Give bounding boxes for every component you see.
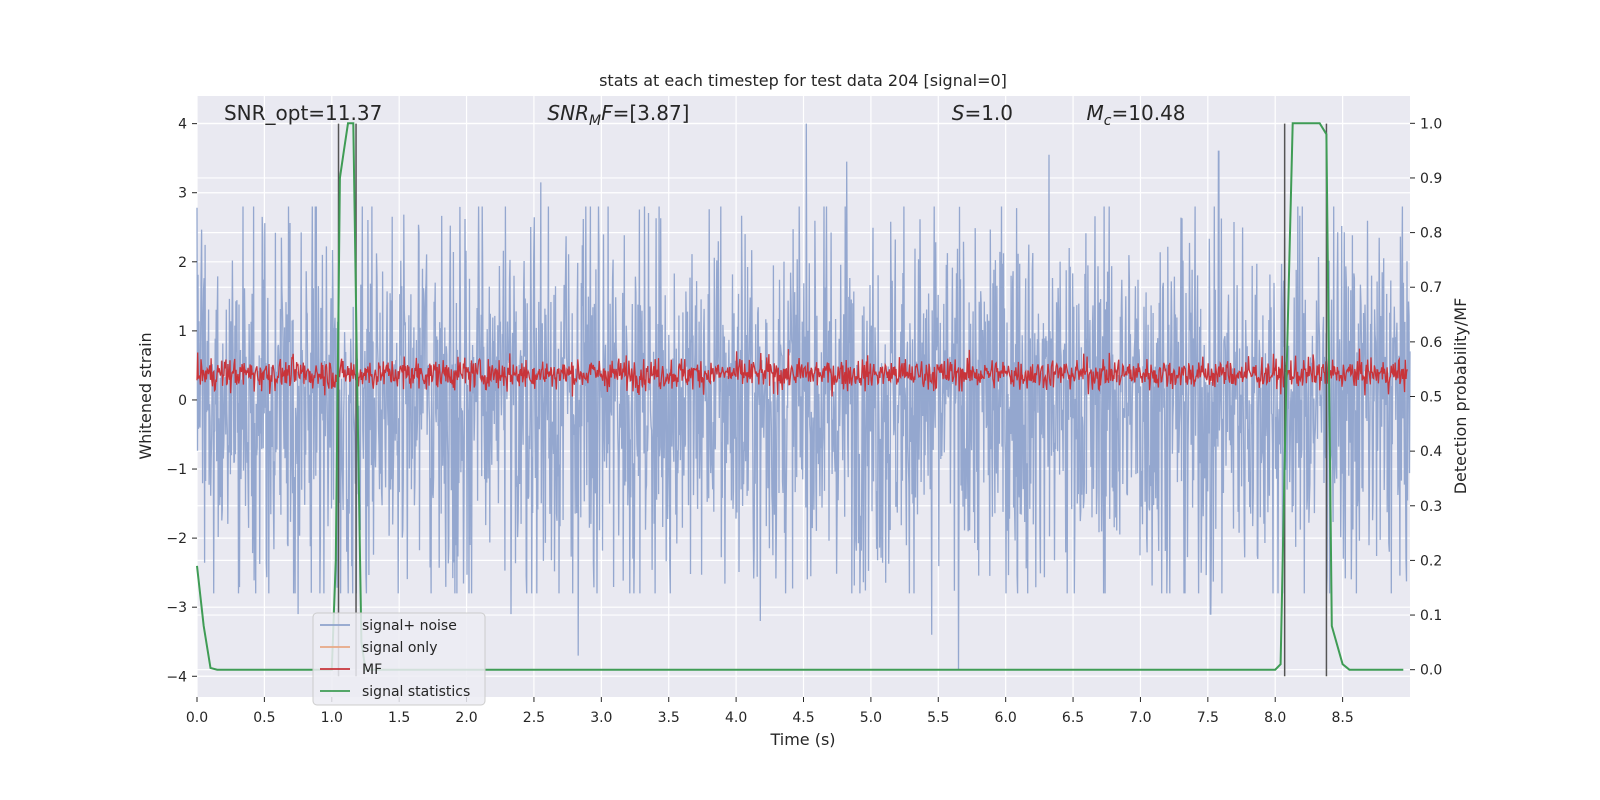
y-tick-label: 2: [178, 255, 187, 271]
x-tick-label: 2.0: [455, 710, 477, 726]
annotation-2: SNRMF=[3.87]: [547, 101, 689, 129]
mf-line: [196, 348, 1408, 397]
y-tick-label: 1: [178, 324, 187, 340]
x-tick-label: 7.5: [1197, 710, 1219, 726]
y-right-tick-label: 0.9: [1420, 171, 1442, 187]
x-tick-label: 6.0: [995, 710, 1017, 726]
annotations: SNR_opt=11.37 SNRMF=[3.87] S=1.0 Mc=10.48: [224, 101, 1186, 129]
x-tick-label: 1.0: [321, 710, 343, 726]
y-right-tick-label: 0.1: [1420, 608, 1442, 624]
legend: signal+ noise signal only MF signal statist…: [312, 612, 486, 706]
x-tick-label: 3.5: [658, 710, 680, 726]
y-tick-label: −4: [166, 669, 187, 685]
legend-entry: MF: [362, 662, 382, 678]
annotation-1: SNR_opt=11.37: [224, 101, 382, 125]
y-tick-label: −1: [166, 462, 187, 478]
annotation-4: Mc=10.48: [1087, 101, 1186, 129]
y-right-tick-label: 0.6: [1420, 335, 1442, 351]
x-tick-label: 7.0: [1129, 710, 1151, 726]
y-right-tick-label: 0.2: [1420, 553, 1442, 569]
y-tick-label: −2: [166, 531, 187, 547]
y-right-axis-label: Detection probability/MF: [1451, 298, 1470, 495]
y-right-tick-label: 1.0: [1420, 116, 1442, 132]
y-tick-label: 0: [178, 393, 187, 409]
y-right-tick-label: 0.4: [1420, 444, 1442, 460]
legend-box: [312, 612, 486, 706]
x-tick-label: 8.5: [1331, 710, 1353, 726]
y-axis-label: Whitened strain: [136, 332, 155, 459]
y-right-tick-label: 0.5: [1420, 390, 1442, 406]
x-tick-label: 6.5: [1062, 710, 1084, 726]
series-signal-noise: [196, 123, 1411, 670]
x-tick-label: 5.5: [927, 710, 949, 726]
y-right-axis-ticks: 1.0 0.9 0.8 0.7 0.6 0.5 0.4 0.3 0.2 0.1 0.0: [1410, 116, 1442, 679]
annotation-3: S=1.0: [952, 101, 1013, 125]
x-tick-label: 5.0: [860, 710, 882, 726]
x-axis-label: Time (s): [769, 730, 835, 749]
x-tick-label: 3.0: [590, 710, 612, 726]
x-tick-label: 2.5: [523, 710, 545, 726]
y-tick-label: 3: [178, 186, 187, 202]
x-axis-ticks: 0.0 0.5 1.0 1.5 2.0 2.5 3.0 3.5 4.0 4.5 5.0 5.5 6.0 6…: [186, 697, 1354, 726]
x-tick-label: 4.0: [725, 710, 747, 726]
x-tick-label: 1.5: [388, 710, 410, 726]
y-axis-ticks: 4 3 2 1 0 −1 −2 −3 −4: [166, 117, 197, 685]
legend-entry: signal only: [362, 640, 437, 656]
legend-entry: signal+ noise: [362, 618, 457, 634]
signal-noise-line: [196, 123, 1411, 670]
x-tick-label: 8.0: [1264, 710, 1286, 726]
x-tick-label: 0.0: [186, 710, 208, 726]
x-tick-label: 0.5: [253, 710, 275, 726]
y-tick-label: −3: [166, 600, 187, 616]
y-right-tick-label: 0.3: [1420, 499, 1442, 515]
y-right-tick-label: 0.0: [1420, 663, 1442, 679]
y-right-tick-label: 0.8: [1420, 226, 1442, 242]
x-tick-label: 4.5: [792, 710, 814, 726]
chart-title: stats at each timestep for test data 204…: [599, 71, 1007, 90]
series-mf: [196, 348, 1408, 397]
y-right-tick-label: 0.7: [1420, 280, 1442, 296]
legend-entry: signal statistics: [362, 684, 470, 700]
y-tick-label: 4: [178, 117, 187, 133]
